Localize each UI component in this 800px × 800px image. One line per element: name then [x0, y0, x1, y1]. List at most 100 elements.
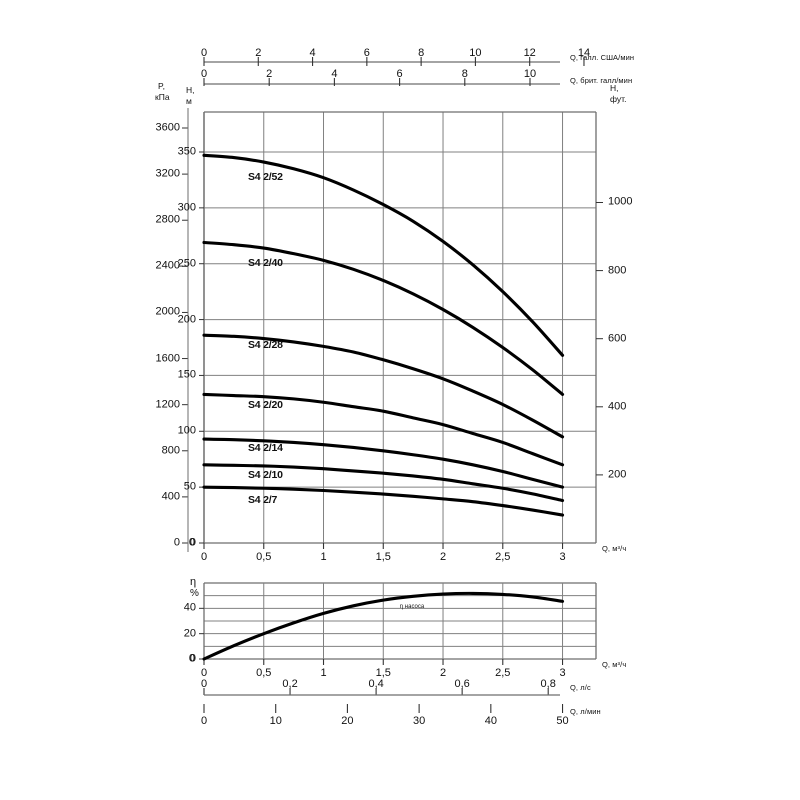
h-axis-tick-200: 200 [177, 313, 196, 326]
lmin-tick-0: 0 [200, 715, 208, 727]
lmin-tick-50: 50 [556, 715, 569, 727]
h-axis-unit-line1: H, [186, 85, 195, 95]
imp-gpm-tick-0: 0 [200, 68, 208, 80]
p-axis-tick-2800: 2800 [155, 213, 180, 226]
eff-y-tick-40: 40 [183, 601, 196, 614]
curve-label-s4-2-20: S4 2/20 [248, 399, 283, 411]
curve-label-s4-2-52: S4 2/52 [248, 171, 283, 183]
ls-tick-0-4: 0,4 [368, 678, 384, 690]
p-axis-tick-3200: 3200 [155, 167, 180, 180]
eff-y-unit-line1: η [190, 576, 197, 588]
us-gpm-tick-12: 12 [523, 47, 536, 59]
head-curves [202, 153, 565, 517]
eff-x-tick-1-5: 1,5 [375, 667, 391, 679]
ls-axis-label: Q, л/с [570, 683, 591, 692]
eff-x-tick-2: 2 [439, 667, 447, 679]
eff-x-tick-3: 3 [559, 667, 566, 679]
head-curve-s4-2-52 [202, 153, 565, 357]
curve-label-s4-2-40: S4 2/40 [248, 257, 283, 269]
h-feet-tick-600: 600 [608, 332, 627, 345]
lmin-axis-label: Q, л/мин [570, 707, 601, 716]
eff-y-tick-20: 20 [183, 627, 196, 640]
eff-x-tick-0: 0 [200, 667, 208, 679]
eff-y-unit-line2: % [190, 588, 199, 599]
h-feet-tick-800: 800 [608, 264, 627, 277]
main-x-tick-1: 1 [320, 551, 327, 563]
main-x-tick-2: 2 [439, 551, 447, 563]
ls-tick-0-6: 0,6 [454, 678, 470, 690]
us-gpm-tick-8: 8 [418, 47, 425, 59]
head-curve-s4-2-40 [202, 240, 565, 396]
imp-gpm-tick-2: 2 [266, 68, 273, 80]
main-x-axis-label: Q, м³/ч [602, 544, 627, 553]
efficiency-grid [199, 582, 597, 713]
p-axis-tick-3600: 3600 [155, 121, 180, 134]
eff-x-tick-0-5: 0,5 [256, 667, 272, 679]
imp-gpm-tick-8: 8 [461, 68, 468, 80]
us-gpm-tick-10: 10 [469, 47, 482, 59]
eff-x-origin: 0 [188, 652, 195, 665]
p-axis-tick-800: 800 [161, 444, 180, 457]
h-feet-tick-1000: 1000 [608, 195, 633, 208]
ls-tick-0-2: 0,2 [282, 678, 298, 690]
eff-x-tick-1: 1 [320, 667, 327, 679]
h-axis-tick-50: 50 [183, 480, 196, 493]
p-axis-tick-1600: 1600 [155, 352, 180, 365]
us-gpm-tick-14: 14 [577, 47, 591, 59]
curve-label-s4-2-10: S4 2/10 [248, 469, 283, 481]
main-grid [182, 57, 603, 552]
main-x-origin: 0 [188, 536, 195, 549]
eff-x-axis-label: Q, м³/ч [602, 660, 627, 669]
p-axis-tick-2000: 2000 [155, 305, 180, 318]
h-axis-tick-300: 300 [177, 201, 196, 214]
p-axis-tick-0: 0 [173, 536, 180, 549]
curve-label-s4-2-14: S4 2/14 [248, 442, 283, 454]
h-feet-unit-line2: фут. [610, 94, 627, 104]
main-x-tick-2-5: 2,5 [495, 551, 511, 563]
h-axis-tick-0: 0 [189, 536, 196, 549]
h-axis-unit-line2: м [186, 96, 192, 106]
p-axis-tick-1200: 1200 [155, 398, 180, 411]
p-axis-tick-2400: 2400 [155, 259, 180, 272]
eff-x-tick-2-5: 2,5 [495, 667, 511, 679]
head-curve-s4-2-28 [202, 333, 565, 439]
lmin-tick-40: 40 [484, 715, 497, 727]
main-x-tick-0: 0 [200, 551, 208, 563]
curve-label-s4-2-28: S4 2/28 [248, 339, 283, 351]
head-curve-s4-2-7 [202, 485, 565, 517]
lmin-tick-10: 10 [269, 715, 282, 727]
us-gpm-tick-6: 6 [363, 47, 370, 59]
h-feet-tick-200: 200 [608, 468, 627, 481]
efficiency-curve [202, 591, 565, 661]
curve-label-s4-2-7: S4 2/7 [248, 494, 278, 506]
h-axis-tick-250: 250 [177, 257, 196, 270]
imp-gpm-tick-10: 10 [523, 68, 537, 80]
us-gpm-tick-0: 0 [200, 47, 208, 59]
h-axis-tick-100: 100 [177, 424, 196, 437]
lmin-tick-30: 30 [412, 715, 426, 727]
h-axis-tick-150: 150 [177, 368, 196, 381]
main-x-tick-3: 3 [559, 551, 566, 563]
efficiency-curve-path [202, 591, 565, 661]
h-axis-tick-350: 350 [177, 145, 196, 158]
us-gpm-tick-2: 2 [255, 47, 262, 59]
eff-y-tick-0: 0 [189, 652, 196, 665]
us-gpm-axis-label: Q, галл. США/мин [570, 53, 635, 62]
imp-gpm-axis-label: Q, брит. галл/мин [570, 76, 633, 85]
ls-tick-0-8: 0,8 [540, 678, 556, 690]
head-curve-s4-2-14 [202, 437, 565, 489]
head-curve-s4-2-10 [202, 463, 565, 503]
imp-gpm-tick-6: 6 [396, 68, 403, 80]
us-gpm-tick-4: 4 [309, 47, 316, 59]
imp-gpm-tick-4: 4 [331, 68, 338, 80]
main-x-tick-0-5: 0,5 [256, 551, 272, 563]
h-feet-unit-line1: H, [610, 83, 619, 93]
p-axis-tick-400: 400 [161, 490, 180, 503]
lmin-tick-20: 20 [341, 715, 354, 727]
main-x-tick-1-5: 1,5 [375, 551, 391, 563]
head-curve-s4-2-20 [202, 392, 565, 467]
efficiency-annotation: η насоса [399, 604, 425, 610]
ls-tick-0: 0 [200, 678, 208, 690]
